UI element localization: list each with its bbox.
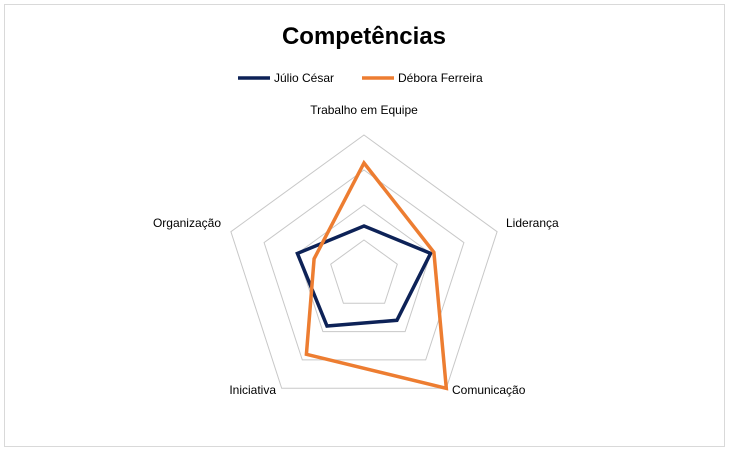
series-line-julio-cesar <box>295 224 434 328</box>
radar-grid <box>230 134 498 389</box>
legend-label-julio: Júlio César <box>274 71 334 85</box>
axis-label-trabalho-em-equipe: Trabalho em Equipe <box>310 103 418 117</box>
chart-title: Competências <box>282 23 446 50</box>
axis-labels: Trabalho em Equipe Liderança Comunicação… <box>153 103 559 397</box>
legend-label-debora: Débora Ferreira <box>398 71 483 85</box>
grid-ring-4 <box>230 134 498 389</box>
axis-label-iniciativa: Iniciativa <box>229 383 276 397</box>
grid-ring-1 <box>330 239 398 304</box>
series-layer <box>295 159 449 391</box>
series-line-debora-ferreira <box>304 159 449 391</box>
axis-label-lideranca: Liderança <box>506 216 559 230</box>
grid-ring-3 <box>263 169 465 361</box>
legend: Júlio César Débora Ferreira <box>238 71 483 85</box>
axis-label-organizacao: Organização <box>153 216 221 230</box>
grid-ring-2 <box>296 204 432 333</box>
axis-label-comunicacao: Comunicação <box>452 383 526 397</box>
